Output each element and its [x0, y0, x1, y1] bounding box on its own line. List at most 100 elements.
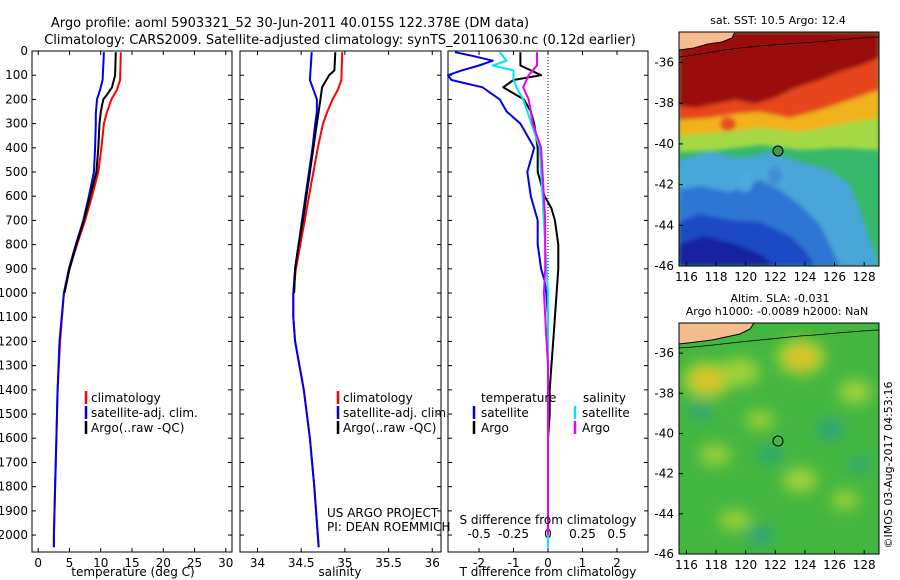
pi-credit: PI: DEAN ROEMMICH [327, 520, 450, 534]
y-tick-label: -46 [654, 547, 674, 561]
x-tick-label: 0 [544, 556, 552, 570]
y-tick-label: -46 [654, 259, 674, 273]
difference-xlabel: T difference from climatology [459, 565, 637, 579]
y-tick-label: -36 [654, 346, 674, 360]
y-tick-label: 700 [5, 213, 28, 227]
y-tick-label: 1300 [0, 359, 28, 373]
sla-float-marker [772, 435, 784, 447]
y-tick-label: 800 [5, 238, 28, 252]
x-tick-label: 122 [764, 270, 787, 284]
x-tick-label: 25 [187, 556, 202, 570]
x-tick-label: 1 [579, 556, 587, 570]
legend-title-salinity: salinity [583, 391, 626, 405]
legend-label-satellite: satellite-adj. clim. [91, 406, 198, 420]
difference-xlabel-top: S difference from climatology [460, 513, 637, 527]
x-tick-label: 126 [823, 270, 846, 284]
y-tick-label: -42 [654, 467, 674, 481]
y-tick-label: 1500 [0, 407, 28, 421]
x-tick-label: 20 [156, 556, 171, 570]
y-tick-label: 1900 [0, 504, 28, 518]
salinity-legend: climatology satellite-adj. clim. Argo(..… [336, 391, 450, 435]
x-tick-label: 118 [705, 558, 728, 572]
y-tick-label: -40 [654, 137, 674, 151]
y-tick-label: 100 [5, 68, 28, 82]
x-tick-label: 124 [793, 270, 816, 284]
x-tick-label: 116 [675, 270, 698, 284]
legend-label-t-argo: Argo [481, 421, 509, 435]
y-tick-label: 1600 [0, 431, 28, 445]
legend-label-satellite: satellite-adj. clim. [343, 406, 450, 420]
x-tick-label: -2 [473, 556, 485, 570]
x-tick-label: 10 [93, 556, 108, 570]
y-tick-label: -44 [654, 507, 674, 521]
x-tick-label: 35 [337, 556, 352, 570]
title-line-1: Argo profile: aoml 5903321_52 30-Jun-201… [51, 16, 529, 31]
legend-label-argo: Argo(..raw -QC) [91, 421, 184, 435]
s-tick-label: -0.5 [467, 527, 490, 541]
series-line-t-argo [502, 52, 560, 536]
x-tick-label: 128 [853, 558, 876, 572]
legend-label-climatology: climatology [91, 391, 161, 405]
x-tick-label: 122 [764, 558, 787, 572]
y-tick-label: -38 [654, 386, 674, 400]
sla-map-title-2: Argo h1000: -0.0089 h2000: NaN [686, 305, 869, 318]
y-tick-label: 1100 [0, 310, 28, 324]
x-tick-label: 30 [218, 556, 233, 570]
sst-map [678, 31, 880, 267]
x-tick-label: 124 [793, 558, 816, 572]
y-tick-label: 2000 [0, 528, 28, 542]
x-tick-label: 5 [66, 556, 74, 570]
x-tick-label: 126 [823, 558, 846, 572]
title-line-2: Climatology: CARS2009. Satellite-adjuste… [44, 33, 636, 48]
sst-map-title: sat. SST: 10.5 Argo: 12.4 [710, 14, 846, 27]
salinity-plot: 34 34.5 35 35.5 36 [240, 50, 441, 570]
legend-label-t-satellite: satellite [481, 406, 529, 420]
difference-legend: temperature salinity satellite Argo sate… [472, 391, 630, 435]
x-tick-label: 116 [675, 558, 698, 572]
y-tick-label: -42 [654, 178, 674, 192]
x-tick-label: 120 [734, 558, 757, 572]
y-tick-label: 1700 [0, 455, 28, 469]
y-tick-label: 1200 [0, 334, 28, 348]
salinity-axes [239, 50, 442, 553]
y-tick-label: 1000 [0, 286, 28, 300]
temperature-axes [31, 50, 233, 553]
x-tick-label: 36 [425, 556, 440, 570]
legend-label-s-argo: Argo [582, 421, 610, 435]
x-tick-label: 118 [705, 270, 728, 284]
y-tick-label: -36 [654, 56, 674, 70]
sst-float-marker [772, 145, 784, 157]
y-tick-label: 1400 [0, 383, 28, 397]
x-tick-label: 15 [124, 556, 139, 570]
y-tick-label: 0 [20, 44, 28, 58]
s-tick-label: 0.25 [569, 527, 596, 541]
salinity-xlabel: salinity [318, 565, 361, 579]
x-tick-label: 2 [613, 556, 621, 570]
x-tick-label: 128 [853, 270, 876, 284]
y-tick-label: 1800 [0, 480, 28, 494]
x-tick-label: 0 [34, 556, 42, 570]
y-tick-label: 500 [5, 165, 28, 179]
y-tick-label: 300 [5, 117, 28, 131]
series-line-s-argo [522, 52, 549, 536]
y-tick-label: -40 [654, 426, 674, 440]
y-tick-label: 200 [5, 92, 28, 106]
temperature-plot: 0100200300400500600700800900100011001200… [0, 44, 233, 570]
temperature-xlabel: temperature (deg C) [71, 565, 194, 579]
legend-label-climatology: climatology [343, 391, 413, 405]
s-tick-label: -0.25 [498, 527, 529, 541]
legend-label-argo: Argo(..raw -QC) [343, 421, 436, 435]
series-line-argo-raw-qc- [293, 52, 337, 294]
y-tick-label: 900 [5, 262, 28, 276]
difference-plot: -2 -1 0 1 2-0.5 -0.25 0 0.25 0.5 [447, 50, 648, 570]
x-tick-label: 34 [250, 556, 265, 570]
sla-map [678, 322, 880, 555]
y-tick-label: 600 [5, 189, 28, 203]
legend-label-s-satellite: satellite [582, 406, 630, 420]
series-line-argo-raw-qc- [63, 52, 117, 294]
x-tick-label: -1 [508, 556, 520, 570]
legend-title-temperature: temperature [481, 391, 556, 405]
timestamp-stamp: ©IMOS 03-Aug-2017 04:53:16 [882, 382, 895, 549]
sst-map-axes: 116 118 120 122 124 126 128 -36 -38 -40 -42 -44 -46 [654, 56, 875, 284]
x-tick-label: 35.5 [375, 556, 402, 570]
